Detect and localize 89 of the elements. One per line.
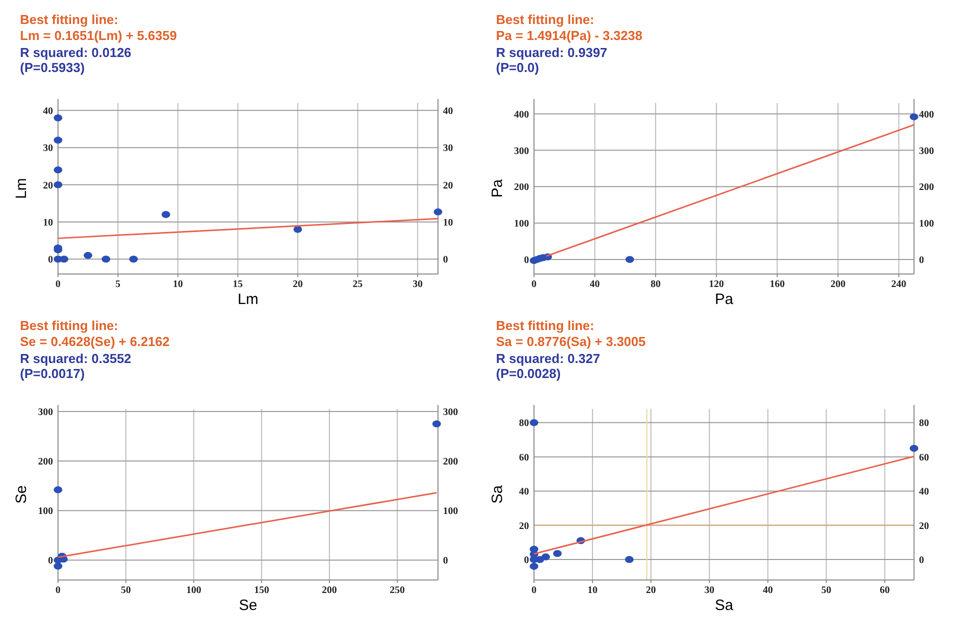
x-tick-label: 0 — [532, 585, 536, 596]
chart-title: Best fitting line: — [20, 318, 118, 333]
y-tick-label: 100 — [38, 506, 53, 518]
text: (P=0.0) — [496, 60, 539, 75]
x-tick-label: 50 — [821, 585, 832, 596]
text: R squared: 0.3552 — [20, 351, 132, 366]
y-tick-label: 60 — [519, 452, 529, 464]
x-tick-label: 60 — [880, 585, 890, 596]
x-tick-label: 0 — [56, 585, 60, 596]
x-tick-label: 20 — [646, 585, 656, 596]
y2-tick-label: 30 — [443, 143, 453, 154]
text: R squared: 0.327 — [496, 351, 600, 366]
y-tick-label: 80 — [519, 418, 529, 430]
y2-tick-label: 40 — [919, 486, 929, 498]
x-tick-label: 5 — [115, 279, 120, 290]
y-tick-label: 40 — [519, 486, 529, 498]
x-axis-title: Se — [238, 597, 258, 614]
x-tick-label: 0 — [532, 279, 536, 290]
x-tick-label: 30 — [412, 279, 423, 290]
y2-tick-label: 60 — [919, 452, 929, 464]
x-tick-label: 50 — [120, 585, 131, 596]
text: (P=0.0028) — [496, 366, 561, 381]
y-axis-title: Pa — [489, 178, 506, 198]
y2-tick-label: 100 — [443, 506, 458, 518]
x-tick-label: 15 — [232, 279, 243, 290]
y2-tick-label: 300 — [919, 146, 934, 157]
y-tick-label: 200 — [514, 182, 529, 194]
x-tick-label: 240 — [891, 279, 906, 290]
text: (P=0.5933) — [20, 60, 85, 75]
x-tick-label: 40 — [762, 585, 773, 596]
x-tick-label: 150 — [254, 585, 270, 596]
y-tick-label: 30 — [43, 143, 53, 154]
y2-tick-label: 300 — [443, 406, 458, 418]
x-tick-label: 80 — [650, 279, 661, 290]
chart-subtitle: Pa = 1.4914(Pa) - 3.3238 — [496, 28, 642, 43]
x-tick-label: 0 — [56, 279, 60, 290]
text: R squared: 0.9397 — [496, 45, 608, 60]
y2-tick-label: 0 — [443, 254, 448, 266]
y2-tick-label: 400 — [919, 109, 934, 120]
y2-tick-label: 200 — [443, 456, 458, 468]
x-tick-label: 10 — [587, 585, 598, 596]
x-tick-label: 30 — [704, 585, 714, 596]
y-tick-label: 40 — [43, 106, 53, 117]
y-axis-title: Sa — [489, 484, 506, 504]
x-tick-label: 40 — [590, 279, 600, 290]
y-tick-label: 0 — [524, 254, 529, 266]
y-tick-label: 0 — [48, 556, 53, 567]
x-tick-label: 10 — [172, 279, 183, 290]
y2-tick-label: 0 — [919, 254, 924, 266]
x-tick-label: 120 — [708, 279, 724, 290]
y2-tick-label: 100 — [919, 218, 934, 230]
y2-tick-label: 80 — [919, 418, 929, 430]
y2-tick-label: 10 — [443, 217, 453, 228]
y-tick-label: 300 — [514, 146, 529, 157]
y-tick-label: 100 — [514, 218, 529, 230]
y2-tick-label: 40 — [443, 106, 453, 117]
y-tick-label: 0 — [48, 254, 53, 266]
y-axis-title: Se — [13, 485, 30, 504]
y-tick-label: 20 — [43, 180, 53, 192]
x-tick-label: 20 — [292, 279, 303, 290]
y2-tick-label: 20 — [443, 180, 453, 192]
chart-title: Best fitting line: — [496, 12, 594, 27]
y2-tick-label: 20 — [919, 520, 929, 532]
y-tick-label: 20 — [519, 520, 529, 532]
chart-title: Best fitting line: — [496, 318, 594, 333]
y-tick-label: 10 — [43, 217, 53, 228]
y2-tick-label: 200 — [919, 182, 934, 194]
y-tick-label: 0 — [524, 554, 529, 566]
x-axis-title: Pa — [714, 291, 734, 308]
chart-subtitle: Se = 0.4628(Se) + 6.2162 — [20, 334, 170, 349]
y-axis-title: Lm — [13, 178, 30, 199]
chart-title: Best fitting line: — [20, 12, 118, 27]
x-tick-label: 25 — [352, 279, 363, 290]
x-axis-title: Lm — [238, 291, 258, 308]
y-tick-label: 400 — [514, 109, 529, 120]
x-axis-title: Sa — [714, 597, 734, 614]
y-tick-label: 300 — [38, 406, 53, 418]
x-tick-label: 200 — [322, 585, 337, 596]
chart-subtitle: Sa = 0.8776(Sa) + 3.3005 — [496, 334, 646, 349]
text: R squared: 0.0126 — [20, 45, 132, 60]
chart-subtitle: Lm = 0.1651(Lm) + 5.6359 — [20, 28, 177, 43]
x-tick-label: 100 — [186, 585, 202, 596]
y2-tick-label: 0 — [443, 556, 448, 567]
x-tick-label: 250 — [390, 585, 405, 596]
x-tick-label: 160 — [770, 279, 785, 290]
text: (P=0.0017) — [20, 366, 85, 381]
y-tick-label: 200 — [38, 456, 53, 468]
y2-tick-label: 0 — [919, 554, 924, 566]
x-tick-label: 200 — [830, 279, 846, 290]
